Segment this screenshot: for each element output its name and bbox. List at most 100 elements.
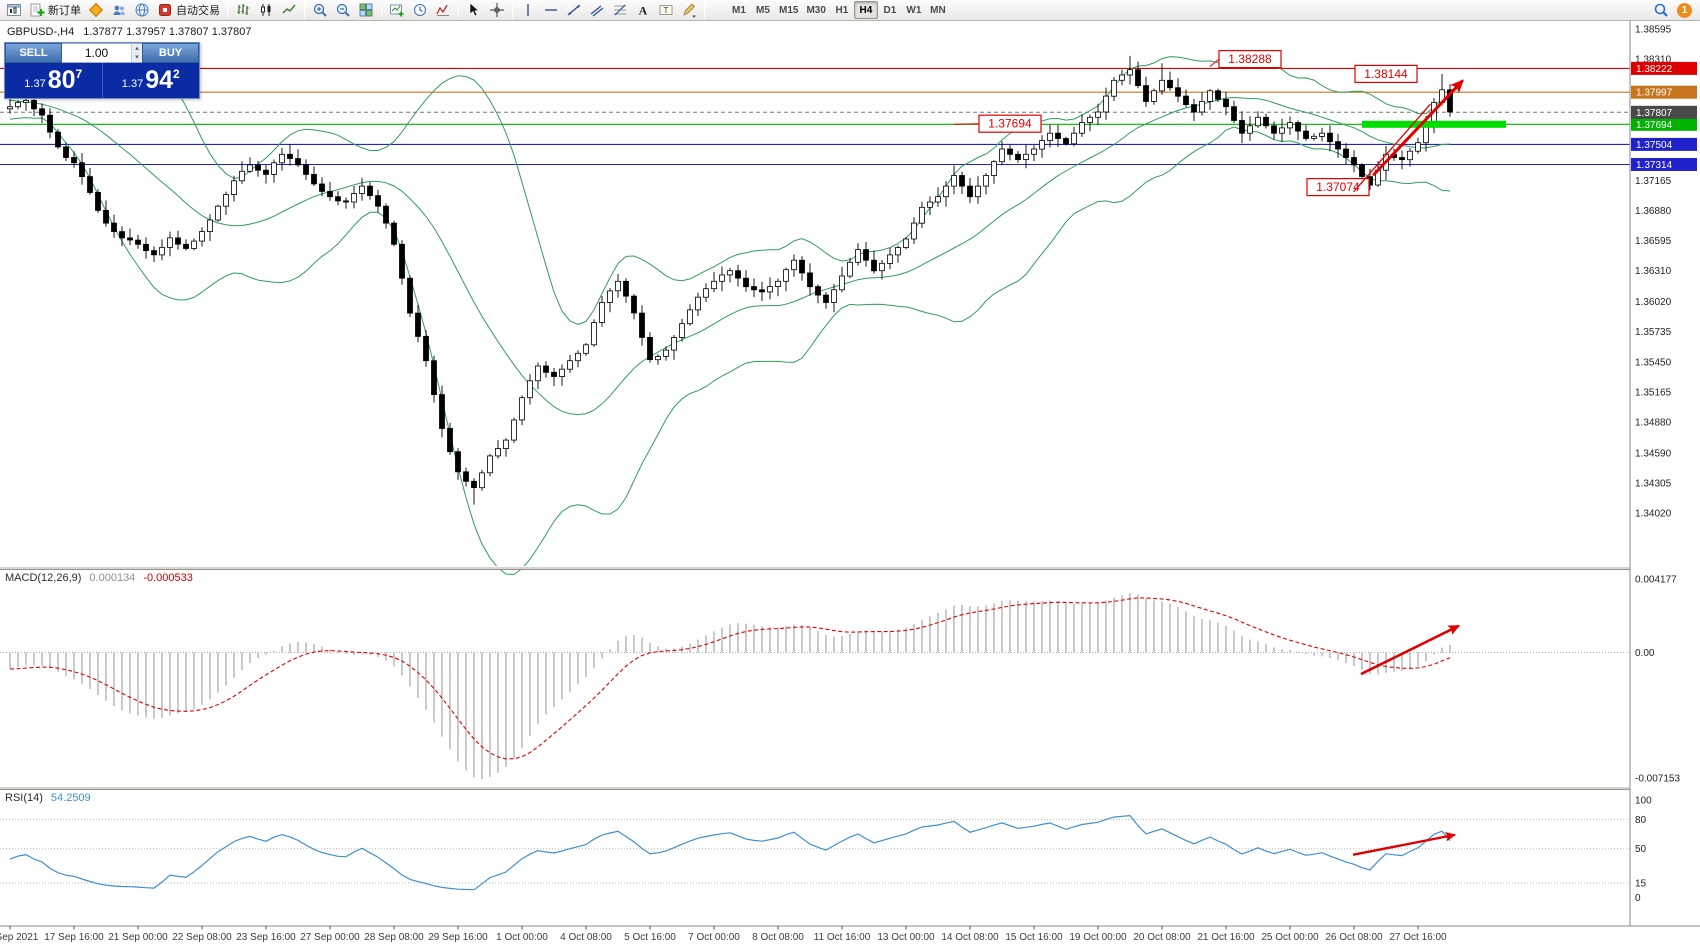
trendline-tool-icon: [566, 2, 582, 18]
toolbar-separator: [227, 2, 228, 18]
toolbar-separator: [704, 2, 705, 18]
line-chart-mode-icon: [281, 2, 297, 18]
indicators-button[interactable]: [432, 1, 454, 20]
channel-tool-icon: [589, 2, 605, 18]
tile-windows-button[interactable]: [355, 1, 377, 20]
search-button[interactable]: [1650, 1, 1672, 20]
timeframe-M5[interactable]: M5: [751, 1, 775, 19]
macd-histogram: [9, 593, 1451, 780]
zoom-in-button[interactable]: [309, 1, 331, 20]
svg-text:22 Sep 08:00: 22 Sep 08:00: [172, 932, 232, 943]
new-order-icon: [29, 2, 45, 18]
horizontal-line-tool-icon: [543, 2, 559, 18]
indicators-icon: [435, 2, 451, 18]
rsi-line: [9, 814, 1451, 891]
fibonacci-tool-button[interactable]: [609, 1, 631, 20]
buy-price-pip: 2: [173, 67, 180, 81]
time-axis: 16 Sep 2021 17 Sep 16:00 21 Sep 00:00 22 Se…: [0, 926, 1447, 943]
svg-text:1.37074: 1.37074: [1316, 180, 1360, 194]
zoom-out-button[interactable]: [332, 1, 354, 20]
macd-label: MACD(12,26,9): [5, 572, 82, 584]
line-chart-mode-button[interactable]: [278, 1, 300, 20]
svg-text:0.00: 0.00: [1635, 648, 1655, 659]
toolbar-separator: [381, 2, 382, 18]
chart-canvas[interactable]: 1.38288 1.38144 1.37694 1.37074 1.38595 1.383…: [0, 21, 1700, 945]
trade-panel-prices-row: 1.37 80 7 1.37 94 2: [5, 63, 199, 98]
svg-text:26 Oct 08:00: 26 Oct 08:00: [1325, 932, 1383, 943]
macd-signal-value: -0.000533: [143, 572, 193, 584]
timeframe-H1[interactable]: H1: [830, 1, 854, 19]
svg-text:15 Oct 16:00: 15 Oct 16:00: [1005, 932, 1063, 943]
community-icon[interactable]: [108, 1, 130, 20]
timeframe-D1[interactable]: D1: [878, 1, 902, 19]
timeframe-group: M1 M5 M15 M30 H1 H4 D1 W1 MN: [727, 1, 950, 19]
crosshair-tool-button[interactable]: [486, 1, 508, 20]
auto-scroll-icon: [412, 2, 428, 18]
new-chart-button[interactable]: [386, 1, 408, 20]
svg-text:100: 100: [1635, 795, 1652, 806]
main-toolbar: 新订单 自动交易 A T M1 M5 M15 M30 H1 H4 D1 W1 MN 1: [0, 0, 1700, 21]
vertical-line-tool-button[interactable]: [517, 1, 539, 20]
svg-text:0.004177: 0.004177: [1635, 575, 1677, 586]
bar-chart-mode-button[interactable]: [232, 1, 254, 20]
rsi-header: RSI(14) 54.2509: [5, 792, 91, 804]
market-watch-icon[interactable]: [131, 1, 153, 20]
svg-text:27 Sep 00:00: 27 Sep 00:00: [300, 932, 360, 943]
annotation-arrows[interactable]: [1352, 79, 1464, 856]
chart-window-icon-icon: [6, 2, 22, 18]
volume-field[interactable]: 1.00 ▴ ▾: [62, 43, 142, 63]
autotrading-button-label: 自动交易: [176, 5, 220, 17]
macd-main-value: 0.000134: [89, 572, 136, 584]
label-tool-button[interactable]: T: [655, 1, 677, 20]
channel-tool-button[interactable]: [586, 1, 608, 20]
text-tool-button[interactable]: A: [632, 1, 654, 20]
svg-text:8 Oct 08:00: 8 Oct 08:00: [752, 932, 804, 943]
cursor-tool-button[interactable]: [463, 1, 485, 20]
svg-text:1.37694: 1.37694: [988, 117, 1032, 131]
symbol-period-label: GBPUSD-,H4: [7, 26, 75, 38]
volume-up-icon[interactable]: ▴: [132, 44, 142, 53]
svg-text:1.38310: 1.38310: [1635, 55, 1672, 66]
mql5-icon-icon: [88, 2, 104, 18]
svg-text:21 Oct 16:00: 21 Oct 16:00: [1197, 932, 1255, 943]
toolbar-separator: [512, 2, 513, 18]
svg-text:1.38222: 1.38222: [1636, 64, 1673, 75]
sell-button[interactable]: SELL: [5, 43, 62, 63]
svg-text:1.34590: 1.34590: [1635, 448, 1672, 459]
candlestick-mode-icon: [258, 2, 274, 18]
buy-button[interactable]: BUY: [142, 43, 199, 63]
zoom-in-icon: [312, 2, 328, 18]
new-order-button[interactable]: 新订单: [26, 1, 84, 20]
notification-badge[interactable]: 1: [1677, 2, 1692, 18]
shapes-tool-button[interactable]: [678, 1, 700, 20]
timeframe-M30[interactable]: M30: [802, 1, 829, 19]
search-icon: [1653, 2, 1669, 18]
svg-text:80: 80: [1635, 815, 1647, 826]
green-highlight-bar[interactable]: [1362, 120, 1506, 128]
timeframe-M1[interactable]: M1: [727, 1, 751, 19]
candlestick-mode-button[interactable]: [255, 1, 277, 20]
auto-scroll-button[interactable]: [409, 1, 431, 20]
candlestick-series: [7, 55, 1453, 505]
shapes-tool-icon: [681, 2, 697, 18]
mql5-icon[interactable]: [85, 1, 107, 20]
horizontal-line-tool-button[interactable]: [540, 1, 562, 20]
chart-window-icon[interactable]: [3, 1, 25, 20]
timeframe-W1[interactable]: W1: [902, 1, 926, 19]
timeframe-H4[interactable]: H4: [853, 1, 878, 19]
toolbar-right-group: 1: [1650, 1, 1697, 20]
vertical-line-tool-icon: [520, 2, 536, 18]
ohlc-values: 1.37877 1.37957 1.37807 1.37807: [83, 26, 252, 38]
volume-down-icon[interactable]: ▾: [132, 53, 142, 62]
cursor-tool-icon: [466, 2, 482, 18]
price-level-labels: 1.38222 1.37997 1.37694 1.37504 1.37314 1.378…: [1631, 61, 1697, 171]
timeframe-MN[interactable]: MN: [926, 1, 950, 19]
svg-text:1.36880: 1.36880: [1635, 206, 1672, 217]
svg-text:1.37694: 1.37694: [1636, 120, 1673, 131]
timeframe-M15[interactable]: M15: [775, 1, 802, 19]
autotrading-button[interactable]: 自动交易: [154, 1, 223, 20]
trendline-tool-button[interactable]: [563, 1, 585, 20]
volume-spinner[interactable]: ▴ ▾: [131, 44, 142, 62]
svg-text:1.38288: 1.38288: [1228, 52, 1272, 66]
